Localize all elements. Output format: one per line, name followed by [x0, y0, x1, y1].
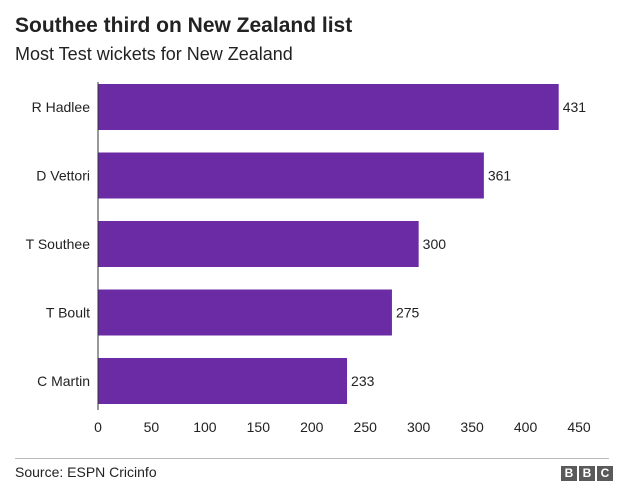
x-tick-label: 150	[247, 419, 271, 435]
category-label: C Martin	[37, 373, 90, 389]
category-label: D Vettori	[36, 168, 90, 184]
bbc-logo: B B C	[561, 466, 613, 481]
category-label: R Hadlee	[32, 99, 91, 115]
category-label: T Southee	[26, 236, 91, 252]
bbc-logo-letter: B	[579, 466, 595, 481]
bar	[98, 289, 392, 336]
x-tick-label: 400	[514, 419, 538, 435]
bar	[98, 152, 484, 199]
bar-chart: R Hadlee 431 D Vettori 361 T Southee 300 T Bou…	[26, 82, 591, 435]
chart-subtitle: Most Test wickets for New Zealand	[15, 44, 293, 64]
x-tick-label: 300	[407, 419, 431, 435]
data-label: 233	[351, 373, 375, 389]
x-tick-label: 450	[567, 419, 591, 435]
bbc-logo-letter: B	[561, 466, 577, 481]
bar	[98, 358, 348, 404]
chart-title: Southee third on New Zealand list	[15, 14, 353, 37]
x-tick-label: 350	[460, 419, 484, 435]
x-tick-label: 100	[193, 419, 217, 435]
bar	[98, 221, 419, 267]
x-tick-label: 250	[354, 419, 378, 435]
x-tick-label: 200	[300, 419, 324, 435]
category-label: T Boult	[46, 305, 90, 321]
footer-divider	[15, 458, 609, 459]
data-label: 361	[488, 168, 512, 184]
source-note: Source: ESPN Cricinfo	[15, 464, 157, 480]
x-tick-label: 50	[144, 419, 160, 435]
bar	[98, 84, 559, 130]
data-label: 300	[423, 236, 447, 252]
data-label: 275	[396, 305, 420, 321]
bbc-logo-letter: C	[597, 466, 613, 481]
x-tick-label: 0	[94, 419, 102, 435]
data-label: 431	[563, 99, 587, 115]
